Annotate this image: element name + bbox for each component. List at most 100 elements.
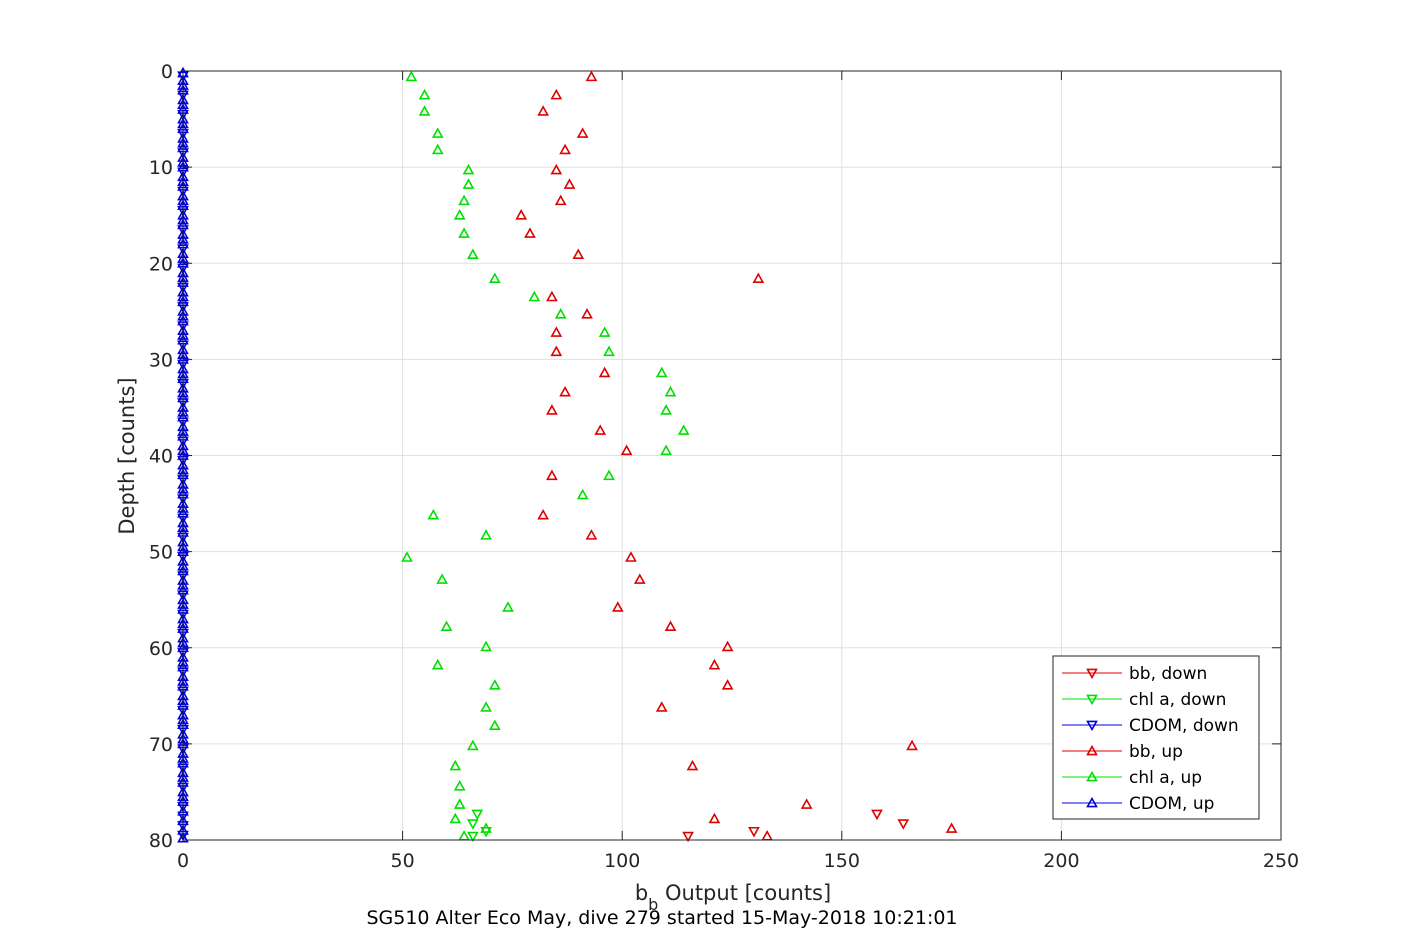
marker-chl-a-down <box>471 809 484 821</box>
marker-chl-a-up <box>467 739 479 751</box>
marker-bb-up <box>581 308 593 319</box>
marker-bb-down <box>682 831 694 843</box>
chart-caption: SG510 Alter Eco May, dive 279 started 15… <box>366 907 957 929</box>
y-tick-label: 20 <box>149 253 173 275</box>
marker-chl-a-up <box>458 194 470 206</box>
marker-bb-up <box>546 290 558 302</box>
marker-chl-a-up <box>462 178 475 189</box>
y-tick-label: 60 <box>149 638 173 660</box>
y-tick-label: 30 <box>149 349 173 371</box>
marker-chl-a-up <box>655 366 668 378</box>
y-tick-label: 80 <box>149 830 173 852</box>
marker-bb-up <box>524 227 536 238</box>
marker-bb-up <box>585 70 598 82</box>
marker-bb-up <box>633 573 646 584</box>
marker-bb-up <box>576 127 589 138</box>
y-tick-label: 40 <box>149 446 173 468</box>
marker-bb-up <box>708 658 721 670</box>
marker-bb-up <box>550 345 563 357</box>
marker-chl-a-up <box>418 105 431 116</box>
marker-chl-a-up <box>449 759 462 771</box>
marker-chl-a-up <box>660 404 672 415</box>
marker-bb-up <box>559 385 571 397</box>
legend-label-chl-a-up: chl a, up <box>1129 768 1202 788</box>
marker-chl-a-up <box>502 601 514 612</box>
marker-chl-a-down <box>467 819 479 830</box>
marker-bb-up <box>625 551 637 562</box>
legend-label-bb-up: bb, up <box>1129 742 1183 762</box>
legend-label-bb-down: bb, down <box>1129 664 1207 684</box>
marker-bb-up <box>559 143 571 155</box>
marker-bb-up <box>537 105 550 116</box>
legend-marker-cdom-down <box>1086 720 1098 732</box>
marker-chl-a-up <box>554 308 567 319</box>
marker-chl-a-up <box>431 127 444 138</box>
y-tick-label: 50 <box>149 542 173 564</box>
marker-bb-up <box>550 163 563 175</box>
marker-chl-a-up <box>576 488 589 500</box>
marker-bb-up <box>594 424 607 435</box>
marker-chl-a-up <box>453 209 466 220</box>
marker-bb-up <box>721 679 734 690</box>
marker-bb-up <box>537 508 550 520</box>
marker-chl-a-up <box>488 679 501 690</box>
legend-marker-chl-a-down <box>1086 694 1098 706</box>
marker-bb-up <box>546 469 558 481</box>
marker-chl-a-up <box>480 529 492 540</box>
y-tick-label: 70 <box>149 734 173 756</box>
marker-chl-a-up <box>488 272 501 284</box>
legend-label-chl-a-down: chl a, down <box>1129 690 1226 710</box>
y-tick-label: 0 <box>161 61 173 83</box>
marker-chl-a-up <box>418 88 431 100</box>
marker-chl-a-up <box>436 573 448 584</box>
marker-chl-a-up <box>598 326 611 337</box>
marker-chl-a-up <box>405 70 418 82</box>
y-tick-label: 10 <box>149 157 173 179</box>
marker-bb-up <box>655 701 668 712</box>
marker-chl-a-up <box>453 780 466 791</box>
marker-chl-a-up <box>440 620 453 632</box>
x-tick-label: 150 <box>824 850 860 872</box>
marker-bb-up <box>620 444 633 456</box>
marker-chl-a-down <box>467 831 479 843</box>
x-tick-label: 50 <box>391 850 415 872</box>
marker-chl-a-up <box>431 658 444 670</box>
marker-cdom-up <box>177 831 189 843</box>
marker-chl-a-up <box>677 424 690 435</box>
marker-bb-up <box>800 798 813 809</box>
marker-chl-a-up <box>449 812 462 824</box>
legend-marker-chl-a-up <box>1086 770 1098 782</box>
marker-chl-a-up <box>480 640 492 652</box>
marker-chl-a-up <box>528 290 541 302</box>
legend-marker-cdom-up <box>1086 796 1098 808</box>
axis-ticks: 0 50 100 150 200 250 0 10 20 30 40 50 60 70 80 <box>149 61 1299 872</box>
marker-chl-a-up <box>401 551 413 562</box>
marker-bb-up <box>572 248 585 259</box>
x-tick-label: 200 <box>1043 850 1079 872</box>
marker-bb-up <box>664 620 677 632</box>
y-axis-label: Depth [counts] <box>115 377 139 534</box>
x-axis-label: bb Output [counts] <box>635 881 831 914</box>
marker-bb-up <box>550 326 563 337</box>
marker-bb-up <box>906 739 918 751</box>
marker-chl-a-up <box>488 719 501 731</box>
marker-chl-a-up <box>431 143 444 155</box>
legend-marker-bb-down <box>1086 668 1098 680</box>
marker-bb-up <box>550 88 563 100</box>
marker-chl-a-up <box>603 469 615 481</box>
marker-bb-up <box>515 209 528 220</box>
marker-bb-up <box>554 194 567 206</box>
x-tick-label: 0 <box>177 850 189 872</box>
marker-bb-up <box>598 366 611 378</box>
marker-bb-up <box>721 640 734 652</box>
marker-bb-up <box>752 272 765 284</box>
marker-chl-a-up <box>458 227 470 238</box>
x-tick-label: 100 <box>604 850 640 872</box>
marker-bb-up <box>563 178 576 189</box>
legend-label-cdom-up: CDOM, up <box>1129 794 1214 814</box>
marker-bb-up <box>708 812 721 824</box>
marker-bb-down <box>897 819 910 830</box>
x-axis-label-subscript: b <box>648 895 658 914</box>
legend-marker-bb-up <box>1086 744 1098 756</box>
